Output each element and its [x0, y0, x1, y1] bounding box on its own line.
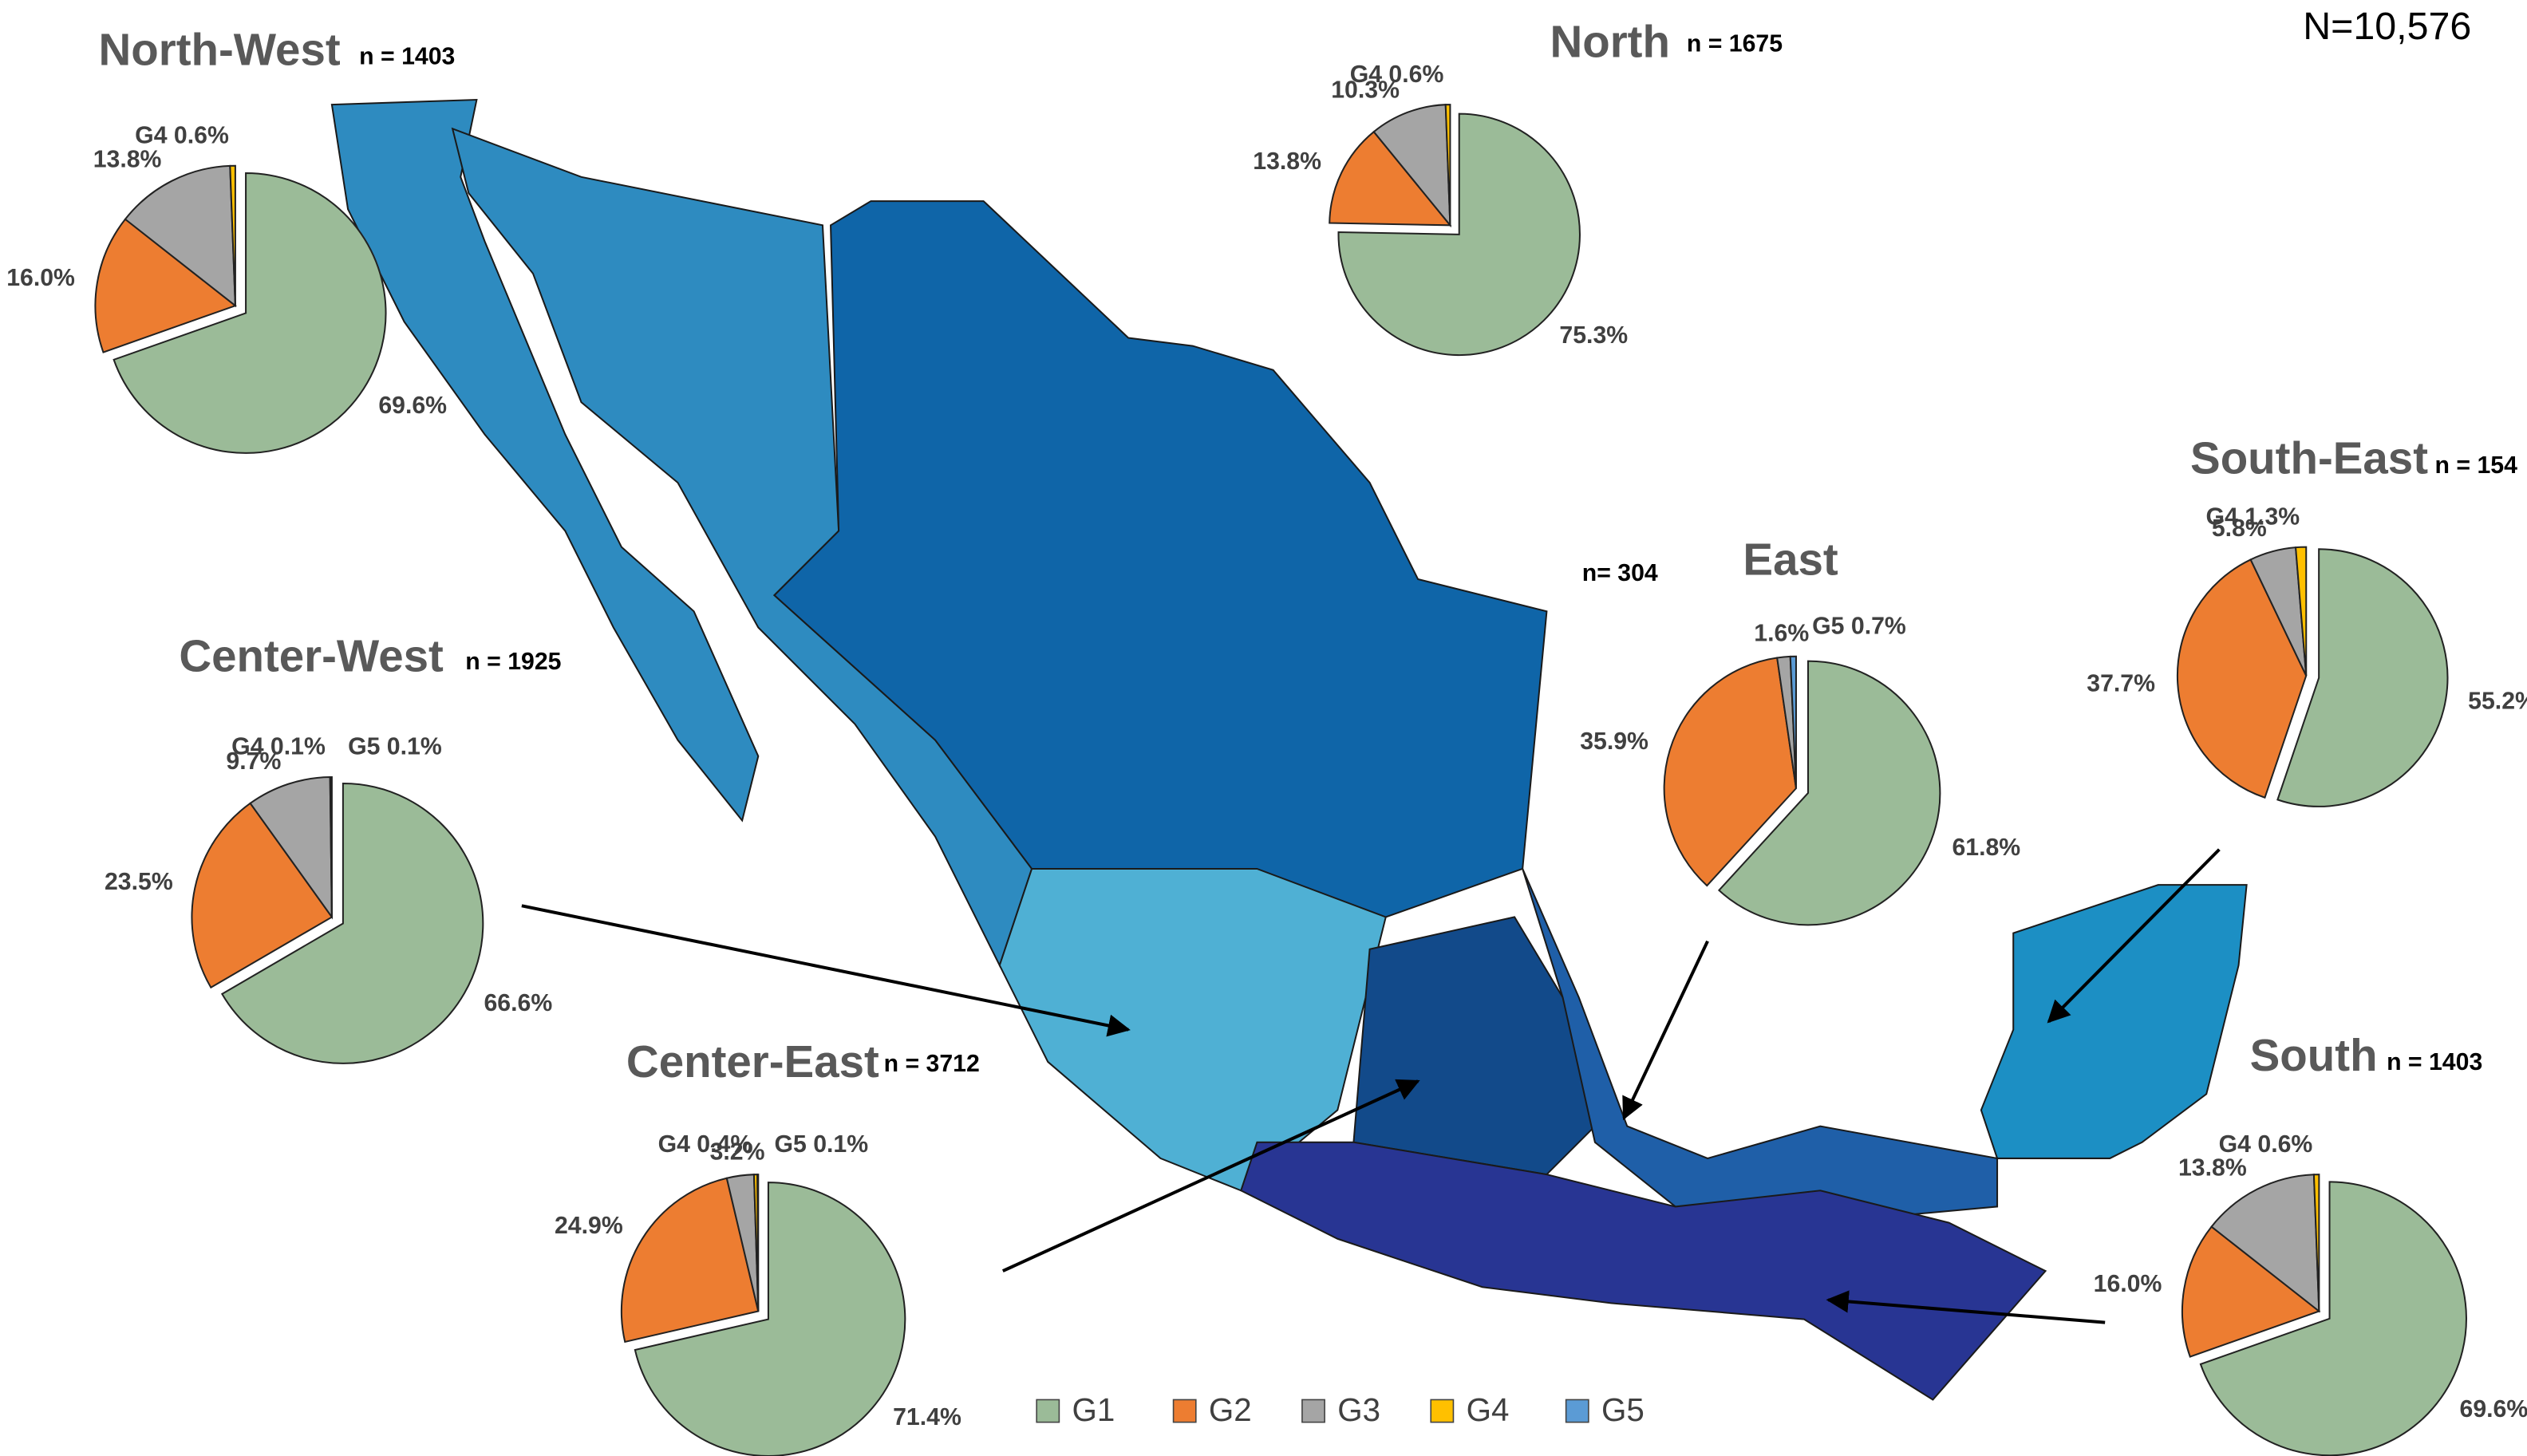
- pie-slice: [191, 802, 334, 989]
- pie-slice: [1717, 660, 1941, 926]
- pie-slice: [1789, 655, 1797, 789]
- data-label: G5 0.7%: [1812, 613, 1906, 639]
- pie-slice: [1329, 130, 1452, 227]
- pie-title: South-East: [2190, 433, 2428, 483]
- data-label: 13.8%: [93, 147, 162, 173]
- data-label: 71.4%: [893, 1404, 961, 1430]
- pie-slice: [1337, 112, 1581, 357]
- pie-title: Center-East: [626, 1036, 879, 1087]
- data-label: G4 0.6%: [135, 122, 229, 148]
- pie-subtitle: n = 1403: [359, 44, 455, 70]
- pie-subtitle: n= 304: [1582, 560, 1658, 586]
- pie-subtitle: n = 154: [2435, 452, 2518, 479]
- legend-label: G4: [1467, 1391, 1510, 1428]
- pie-subtitle: n = 1675: [1687, 30, 1783, 57]
- region-north-west: [451, 127, 1033, 968]
- data-label: 9.7%: [226, 748, 281, 775]
- legend-swatch: [1172, 1399, 1197, 1423]
- region-north: [772, 200, 1548, 918]
- arrow: [1622, 940, 1709, 1121]
- data-label: 13.8%: [2178, 1155, 2247, 1182]
- data-label: 69.6%: [378, 393, 447, 419]
- legend-swatch: [1301, 1399, 1325, 1423]
- data-label: 55.2%: [2468, 688, 2527, 714]
- data-label: G4 0.1%: [231, 734, 326, 760]
- pie-slice: [1444, 104, 1451, 226]
- pie-slice: [2294, 546, 2308, 677]
- total-label: N=10,576: [2303, 5, 2471, 48]
- data-label: 16.0%: [2094, 1271, 2162, 1297]
- pie-title: Center-West: [179, 631, 444, 681]
- pie-title: North: [1550, 16, 1670, 66]
- legend-label: G2: [1209, 1391, 1252, 1428]
- legend-swatch: [1036, 1399, 1060, 1423]
- pie-slice: [2276, 548, 2449, 807]
- region-east: [1522, 868, 1999, 1224]
- pie-subtitle: n = 1925: [465, 649, 561, 675]
- pie-slice: [2176, 558, 2308, 799]
- data-label: 61.8%: [1952, 835, 2020, 861]
- pie-slice: [330, 775, 333, 917]
- pie-slice: [249, 775, 333, 920]
- pie-title: East: [1743, 535, 1838, 585]
- pie-title: North-West: [99, 24, 341, 74]
- pie-slice: [2210, 1174, 2320, 1313]
- map: [330, 98, 2248, 1401]
- pie-slice: [124, 164, 236, 308]
- data-label: G4 0.6%: [1350, 61, 1444, 88]
- pie-slice: [2312, 1174, 2320, 1312]
- arrow: [2047, 848, 2221, 1024]
- legend-label: G1: [1072, 1391, 1115, 1428]
- data-label: 75.3%: [1559, 322, 1628, 349]
- data-label: G5 0.1%: [774, 1131, 868, 1158]
- pie-subtitle: n = 3712: [884, 1051, 980, 1077]
- data-label: G4 1.3%: [2206, 503, 2300, 530]
- region-north-west: [330, 98, 760, 823]
- legend-label: G5: [1601, 1391, 1645, 1428]
- pie-slice: [1372, 104, 1451, 228]
- data-label: 23.5%: [105, 869, 173, 895]
- arrow: [1001, 1079, 1420, 1273]
- data-label: 35.9%: [1580, 728, 1648, 755]
- data-label: 24.9%: [555, 1213, 623, 1239]
- data-label: 13.8%: [1253, 148, 1321, 175]
- arrow: [521, 904, 1131, 1037]
- data-label: G4 0.6%: [2219, 1131, 2313, 1158]
- pie-slice: [2199, 1181, 2467, 1456]
- data-label: 16.0%: [6, 265, 75, 291]
- arrow: [1826, 1290, 2106, 1324]
- pie-title: South: [2250, 1030, 2378, 1080]
- data-label: G4 0.4%: [658, 1131, 752, 1158]
- data-label: 1.6%: [1754, 620, 1809, 646]
- data-label: G5 0.1%: [348, 734, 442, 760]
- pie-slice: [634, 1182, 906, 1456]
- pie-slice: [113, 172, 387, 454]
- legend-label: G3: [1337, 1391, 1380, 1428]
- pie-slice: [94, 218, 237, 353]
- pie-slice: [756, 1174, 760, 1312]
- data-label: 10.3%: [1331, 77, 1400, 103]
- data-label: 37.7%: [2087, 670, 2155, 696]
- arrows: [521, 848, 2221, 1324]
- data-label: 5.8%: [2212, 515, 2267, 542]
- region-south-east: [1980, 884, 2248, 1159]
- pie-slice: [2182, 1225, 2321, 1358]
- region-south: [1240, 1141, 2047, 1401]
- legend-swatch: [1430, 1399, 1455, 1423]
- pie-slice: [1663, 657, 1798, 887]
- legend-swatch: [1565, 1399, 1589, 1423]
- pie-slice: [220, 783, 484, 1064]
- pie-slice: [620, 1177, 760, 1344]
- data-label: 69.6%: [2460, 1396, 2527, 1422]
- pie-subtitle: n = 1403: [2387, 1049, 2482, 1075]
- data-label: 66.6%: [484, 990, 552, 1016]
- pie-slice: [229, 164, 236, 306]
- data-label: 3.2%: [710, 1139, 765, 1166]
